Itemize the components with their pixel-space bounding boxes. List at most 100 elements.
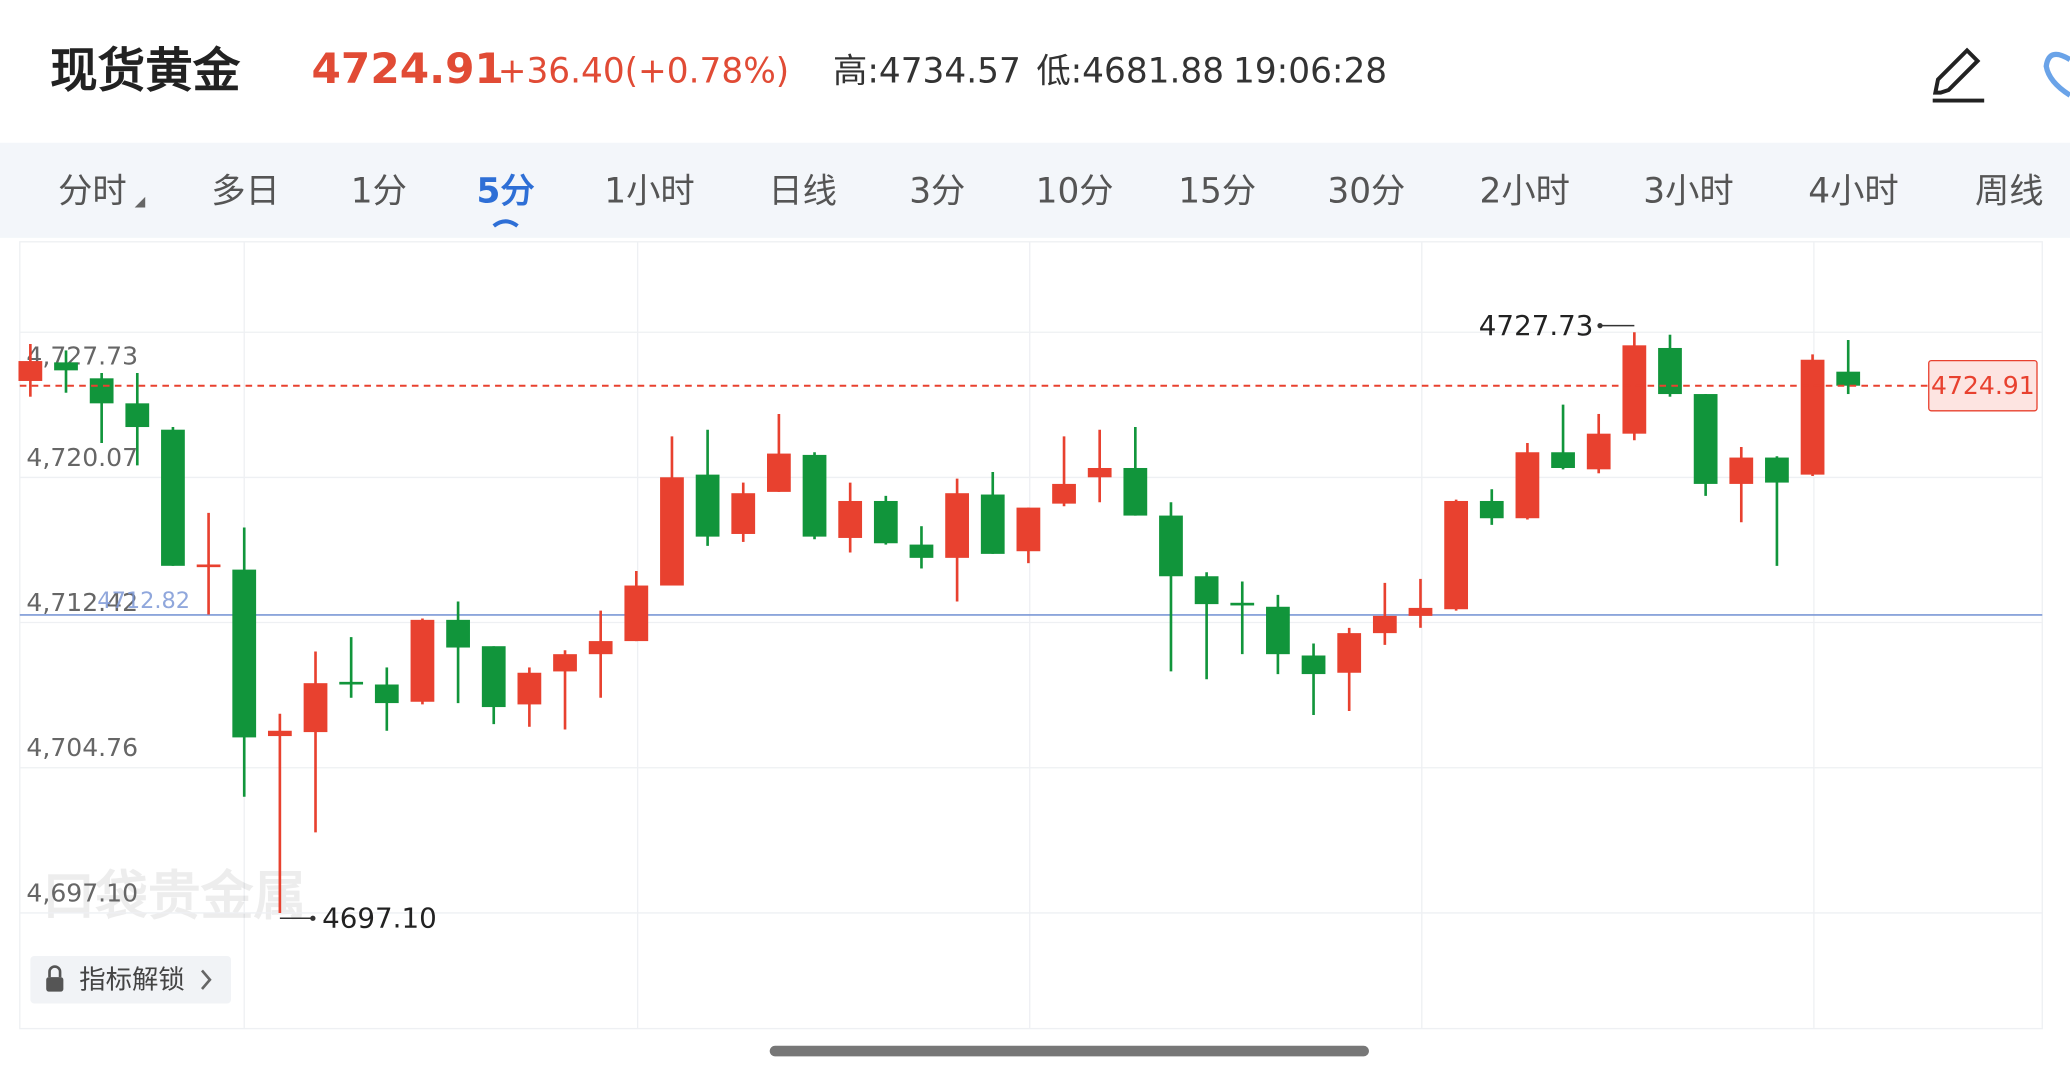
candle-body bbox=[374, 684, 399, 704]
candle-body bbox=[660, 477, 684, 586]
candle bbox=[1515, 442, 1540, 520]
candle bbox=[303, 651, 328, 833]
candle-body bbox=[1622, 345, 1647, 434]
chevron bbox=[200, 969, 212, 990]
current-price: 4724.91 bbox=[312, 44, 504, 93]
candle-body bbox=[339, 681, 364, 685]
candle bbox=[54, 350, 78, 393]
candle-body bbox=[767, 453, 791, 492]
candle bbox=[1444, 499, 1469, 611]
candle-body bbox=[1159, 515, 1183, 577]
candle-body bbox=[1230, 602, 1255, 606]
tab[interactable]: 4小时 bbox=[1808, 171, 1898, 211]
tab[interactable]: 3分 bbox=[909, 171, 965, 211]
favorite-icon[interactable] bbox=[2043, 51, 2070, 98]
candle bbox=[125, 373, 150, 466]
candle bbox=[18, 343, 43, 397]
y-tick-label: 4,704.76 bbox=[26, 733, 138, 762]
candle-body bbox=[909, 544, 934, 558]
candle bbox=[767, 413, 791, 492]
tab[interactable]: 15分 bbox=[1178, 171, 1256, 211]
tab[interactable]: 多日 bbox=[211, 171, 280, 211]
tab[interactable]: 1小时 bbox=[604, 171, 694, 211]
button-label: 指标解锁 bbox=[79, 965, 185, 996]
candle-body bbox=[89, 378, 114, 404]
day-low: 低:4681.88 bbox=[1036, 51, 1224, 91]
candle-body bbox=[196, 564, 221, 568]
tab[interactable]: 周线 bbox=[1975, 171, 2044, 211]
candle bbox=[1836, 340, 1861, 395]
tab[interactable]: 3小时 bbox=[1643, 171, 1733, 211]
tab[interactable]: 分时 bbox=[58, 171, 127, 211]
instrument-title: 现货黄金 bbox=[50, 44, 241, 99]
min-marker-label: 4697.10 bbox=[322, 902, 437, 935]
candle bbox=[1266, 594, 1290, 675]
tab[interactable]: 2小时 bbox=[1480, 171, 1570, 211]
candle-body bbox=[1123, 467, 1148, 516]
candle bbox=[1016, 507, 1041, 564]
candle bbox=[945, 478, 969, 602]
candle-body bbox=[1800, 359, 1825, 475]
plot: 4,727.73 4,720.07 4,712.42 4,704.76 4,697.10… bbox=[18, 309, 2043, 935]
day-high: 高:4734.57 bbox=[833, 51, 1021, 91]
candle bbox=[1087, 429, 1112, 503]
candle-body bbox=[303, 683, 328, 733]
unlock-button[interactable]: 指标解锁 bbox=[30, 956, 232, 1004]
candle-body bbox=[695, 474, 720, 537]
candle bbox=[1408, 578, 1433, 628]
y-tick-label: 4,727.73 bbox=[26, 341, 138, 370]
tab[interactable]: 1分 bbox=[351, 171, 407, 211]
candle bbox=[374, 667, 399, 731]
candle-body bbox=[1266, 606, 1290, 655]
tab[interactable]: 30分 bbox=[1327, 171, 1405, 211]
candle bbox=[802, 452, 827, 540]
y-tick-label: 4,712.42 bbox=[26, 588, 138, 617]
candle bbox=[517, 667, 542, 727]
chart-area bbox=[19, 241, 2043, 1030]
tab[interactable]: 5分 bbox=[477, 171, 535, 211]
candle bbox=[553, 650, 577, 730]
candle-body bbox=[1586, 433, 1611, 470]
candle bbox=[731, 482, 756, 542]
candle-body bbox=[125, 403, 150, 428]
candle bbox=[1729, 446, 1754, 523]
candle-body bbox=[731, 493, 756, 534]
candle-body bbox=[446, 619, 470, 648]
candle-body bbox=[1693, 394, 1718, 484]
candle bbox=[1479, 489, 1504, 525]
max-marker-label: 4727.73 bbox=[1479, 309, 1594, 342]
tab[interactable]: 日线 bbox=[768, 171, 837, 211]
pencil bbox=[1932, 47, 1981, 95]
price-change: +36.40(+0.78%) bbox=[498, 51, 790, 91]
candle-body bbox=[1016, 507, 1041, 552]
candle bbox=[410, 618, 435, 705]
tab[interactable]: 10分 bbox=[1036, 171, 1114, 211]
candle bbox=[660, 436, 684, 586]
candle bbox=[1693, 394, 1718, 496]
candle-body bbox=[1729, 457, 1754, 484]
candle-body bbox=[1658, 347, 1682, 395]
last-price-label: 4724.91 bbox=[1931, 371, 2035, 400]
candle bbox=[339, 637, 364, 698]
active-indicator bbox=[492, 219, 519, 228]
home-indicator bbox=[769, 1045, 1369, 1057]
reference-label: 4712.82 bbox=[97, 588, 190, 614]
candle bbox=[267, 713, 292, 913]
edit-icon[interactable] bbox=[1932, 47, 1985, 103]
candle bbox=[1301, 643, 1326, 716]
watermark: 口袋贵金属 bbox=[42, 866, 306, 927]
candle bbox=[232, 527, 257, 797]
candle bbox=[624, 570, 649, 642]
candle bbox=[1372, 582, 1397, 645]
candle bbox=[1194, 572, 1219, 680]
candle-body bbox=[267, 730, 292, 737]
candle-body bbox=[1765, 457, 1789, 483]
candle-body bbox=[1479, 500, 1504, 519]
candle bbox=[1586, 413, 1611, 474]
candle bbox=[1622, 332, 1647, 441]
candle-body bbox=[161, 429, 185, 566]
candle bbox=[873, 495, 898, 545]
candle-body bbox=[1408, 607, 1433, 616]
candle bbox=[161, 427, 185, 566]
